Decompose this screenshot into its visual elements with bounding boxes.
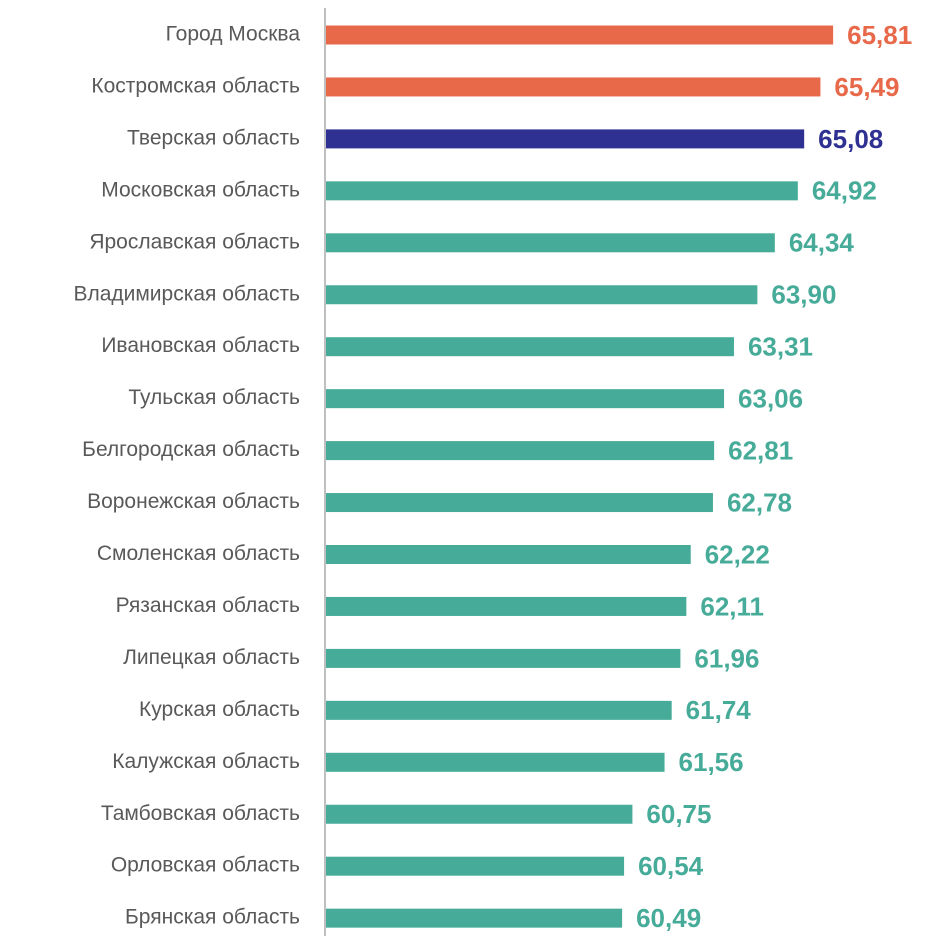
value-label: 63,06 <box>738 384 803 414</box>
value-label: 64,92 <box>812 176 877 206</box>
value-label: 60,54 <box>638 851 704 881</box>
category-label: Белгородская область <box>82 438 300 461</box>
value-label: 62,81 <box>728 435 793 465</box>
value-label: 63,90 <box>771 280 836 310</box>
category-label: Московская область <box>101 178 300 201</box>
value-label: 65,49 <box>834 72 899 102</box>
bar <box>326 804 633 824</box>
bar <box>326 700 672 720</box>
bar <box>326 908 623 928</box>
value-label: 61,56 <box>679 747 744 777</box>
category-label: Костромская область <box>91 74 300 97</box>
bar <box>326 648 681 668</box>
value-label: 62,11 <box>700 591 764 621</box>
bar <box>326 856 625 876</box>
category-label: Город Москва <box>166 23 301 46</box>
category-label: Рязанская область <box>116 594 300 617</box>
category-label: Курская область <box>139 698 300 721</box>
category-label: Тамбовская область <box>101 802 300 825</box>
category-label: Тверская область <box>127 126 300 149</box>
bar <box>326 337 734 357</box>
category-label: Брянская область <box>125 906 300 929</box>
bar <box>326 596 687 616</box>
category-label: Тульская область <box>128 386 300 409</box>
bar <box>326 752 665 772</box>
category-label: Владимирская область <box>73 282 300 305</box>
category-label: Ярославская область <box>89 230 300 253</box>
category-label: Смоленская область <box>97 542 300 565</box>
value-label: 60,49 <box>636 903 701 933</box>
value-label: 62,22 <box>705 539 770 569</box>
value-label: 61,74 <box>686 695 752 725</box>
category-label: Липецкая область <box>123 646 300 669</box>
value-label: 61,96 <box>694 643 759 673</box>
bar <box>326 545 691 564</box>
category-label: Орловская область <box>111 854 300 877</box>
bar <box>326 129 805 149</box>
bar <box>326 441 715 461</box>
value-label: 60,75 <box>646 799 711 829</box>
value-label: 65,81 <box>847 20 912 50</box>
bar <box>326 389 725 409</box>
value-label: 65,08 <box>818 124 883 154</box>
bar <box>326 285 758 305</box>
bar <box>326 233 775 253</box>
value-label: 63,31 <box>748 332 813 362</box>
category-label: Ивановская область <box>101 334 300 357</box>
value-label: 62,78 <box>727 487 792 517</box>
bar <box>326 493 713 513</box>
category-label: Калужская область <box>112 750 300 773</box>
value-label: 64,34 <box>789 228 855 258</box>
category-label: Воронежская область <box>87 490 300 513</box>
bar <box>326 25 834 45</box>
bar <box>326 77 821 97</box>
bar <box>326 181 798 201</box>
